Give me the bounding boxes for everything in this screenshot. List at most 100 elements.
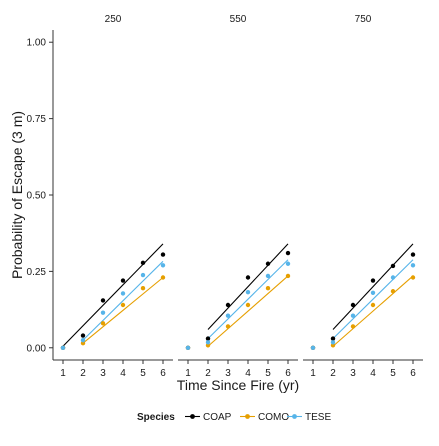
x-tick-label: 3	[350, 368, 356, 379]
point-coap	[160, 252, 166, 257]
point-tese	[225, 313, 231, 318]
panel-250: 250 1 2 3 4 5 6	[53, 14, 173, 379]
point-coap	[330, 336, 336, 341]
point-tese	[410, 263, 416, 268]
x-tick-label: 4	[370, 368, 376, 379]
point-tese	[160, 263, 166, 268]
legend-label: TESE	[305, 412, 331, 423]
y-tick-label: 0.00	[27, 343, 47, 354]
fit-line-coap	[207, 243, 289, 330]
fit-line-coap	[332, 243, 414, 330]
point-tese	[350, 313, 356, 318]
point-coap	[100, 298, 106, 303]
point-coap	[205, 336, 211, 341]
point-como	[245, 302, 251, 308]
point-como	[100, 321, 106, 326]
y-tick-label: 0.25	[27, 267, 47, 278]
fit-line-como	[332, 275, 414, 347]
point-como	[80, 340, 86, 346]
point-como	[390, 289, 396, 294]
fit-line-como	[82, 277, 164, 344]
point-tese	[265, 273, 271, 279]
fit-line-coap	[62, 243, 164, 347]
point-tese	[140, 272, 146, 278]
panel-strip-label: 750	[355, 14, 372, 25]
y-tick-label: 1.00	[27, 38, 47, 49]
legend-item-coap: COAP	[185, 412, 232, 423]
point-coap	[370, 278, 376, 283]
point-tese	[60, 345, 66, 350]
x-tick-label: 1	[60, 368, 66, 379]
point-tese	[370, 290, 376, 295]
panel-strip-label: 250	[105, 14, 122, 25]
legend-item-tese: TESE	[287, 412, 331, 423]
point-coap	[245, 275, 251, 280]
panel-750: 750 1 2 3 4 5 6	[303, 14, 423, 379]
legend-key-point	[190, 414, 195, 419]
point-tese	[205, 340, 211, 345]
point-coap	[390, 263, 396, 269]
point-como	[160, 275, 166, 280]
x-tick-label: 5	[390, 368, 396, 379]
y-tick-label: 0.75	[27, 114, 47, 125]
point-tese	[100, 310, 106, 315]
x-tick-label: 2	[330, 368, 336, 379]
x-tick-label: 1	[185, 368, 191, 379]
point-coap	[225, 302, 231, 308]
x-tick-label: 3	[225, 368, 231, 379]
point-tese	[310, 345, 316, 350]
point-coap	[410, 252, 416, 257]
panel-550: 550 1 2 3 4 5 6	[178, 14, 298, 379]
fit-line-tese	[207, 259, 289, 340]
x-tick-label: 4	[245, 368, 251, 379]
legend-label: COAP	[203, 412, 232, 423]
point-coap	[285, 250, 291, 256]
legend-label: COMO	[258, 412, 289, 423]
point-coap	[265, 261, 271, 266]
x-tick-label: 5	[140, 368, 146, 379]
point-como	[410, 275, 416, 280]
point-como	[205, 343, 211, 348]
x-tick-label: 1	[310, 368, 316, 379]
legend-items: COAP COMO TESE	[185, 412, 331, 423]
point-tese	[80, 337, 86, 343]
point-coap	[80, 333, 86, 338]
x-tick-label: 6	[160, 368, 166, 379]
y-tick-label: 0.50	[27, 191, 47, 202]
fit-line-tese	[332, 259, 414, 340]
y-axis: 0.00 0.25 0.50 0.75 1.00	[27, 30, 54, 360]
legend: Species COAP COMO TESE	[137, 412, 331, 423]
point-como	[330, 343, 336, 348]
point-como	[265, 285, 271, 291]
point-como	[370, 302, 376, 308]
x-tick-label: 6	[285, 368, 291, 379]
point-tese	[390, 275, 396, 280]
legend-item-como: COMO	[240, 412, 289, 423]
point-como	[285, 273, 291, 279]
legend-title: Species	[137, 412, 175, 423]
point-tese	[285, 261, 291, 266]
x-axis-title: Time Since Fire (yr)	[177, 377, 299, 393]
legend-key-point	[245, 414, 250, 419]
x-tick-label: 6	[410, 368, 416, 379]
y-axis-title: Probability of Escape (3 m)	[9, 111, 25, 279]
point-tese	[185, 345, 191, 350]
x-tick-label: 4	[120, 368, 126, 379]
point-como	[350, 324, 356, 329]
fit-line-como	[207, 275, 289, 347]
point-coap	[140, 260, 146, 266]
panel-strip-label: 550	[230, 14, 247, 25]
x-tick-label: 2	[80, 368, 86, 379]
chart-panels: 250 1 2 3 4 5 6 550 1 2 3 4 5 6 750 1 2 3 4 5 6	[53, 14, 423, 379]
x-tick-label: 2	[205, 368, 211, 379]
legend-key-point	[292, 414, 297, 419]
point-coap	[350, 302, 356, 308]
fit-line-tese	[82, 260, 164, 341]
point-coap	[120, 278, 126, 283]
point-como	[120, 302, 126, 308]
x-tick-label: 3	[100, 368, 106, 379]
point-tese	[330, 340, 336, 345]
point-como	[140, 285, 146, 291]
point-tese	[120, 291, 126, 296]
